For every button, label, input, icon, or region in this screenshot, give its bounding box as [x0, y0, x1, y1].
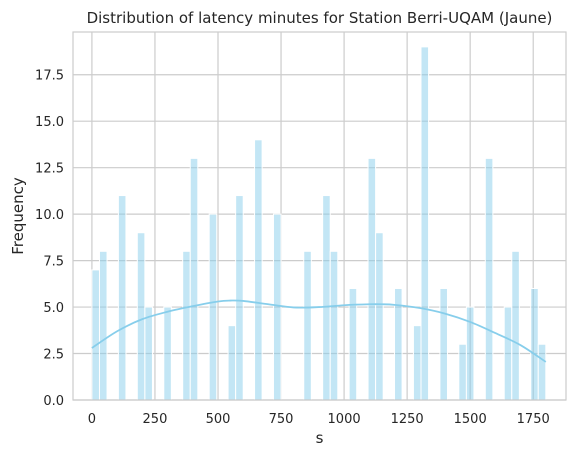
histogram-bar	[144, 306, 153, 401]
histogram-bar	[530, 287, 539, 401]
y-tick-label: 12.5	[35, 162, 64, 177]
y-tick-label: 0.0	[43, 394, 64, 409]
y-tick-label: 5.0	[43, 301, 64, 316]
histogram-bar	[98, 250, 108, 401]
histogram-bar	[484, 157, 494, 401]
histogram-bar	[136, 232, 146, 401]
x-tick-label: 500	[206, 412, 231, 427]
histogram-bar	[367, 157, 377, 401]
histogram-bar	[91, 269, 100, 401]
y-tick-label: 2.5	[43, 348, 64, 363]
histogram-bar	[537, 343, 547, 401]
histogram-bar	[182, 250, 191, 401]
x-tick-label: 0	[88, 412, 96, 427]
histogram-bar	[439, 287, 448, 401]
chart-title: Distribution of latency minutes for Stat…	[87, 9, 553, 27]
x-tick-label: 1500	[454, 412, 487, 427]
y-tick-label: 7.5	[43, 255, 64, 270]
histogram-bar	[322, 195, 331, 401]
x-axis-ticks: 0 250 500 750 1000 1250 1500 1750	[88, 412, 550, 427]
histogram-bar	[235, 195, 244, 401]
x-tick-label: 750	[269, 412, 294, 427]
x-tick-label: 250	[143, 412, 168, 427]
y-tick-label: 15.0	[35, 115, 64, 130]
y-axis-title: Frequency	[9, 177, 27, 255]
x-tick-label: 1000	[328, 412, 361, 427]
histogram-bar	[503, 306, 513, 401]
histogram-bar	[189, 157, 199, 401]
x-tick-label: 1750	[517, 412, 550, 427]
histogram-bars	[91, 46, 547, 401]
grid	[73, 32, 566, 401]
kde-curve	[91, 299, 547, 363]
x-tick-label: 1250	[391, 412, 424, 427]
y-axis-ticks: 0.0 2.5 5.0 7.5 10.0 12.5 15.0 17.5	[35, 69, 64, 409]
histogram-bar	[511, 250, 520, 401]
histogram-bar	[163, 306, 172, 401]
y-tick-label: 10.0	[35, 208, 64, 223]
histogram-bar	[329, 250, 339, 401]
histogram-bar	[412, 325, 422, 401]
histogram-bar	[375, 232, 384, 401]
histogram-bar	[117, 195, 127, 401]
histogram-bar	[208, 213, 218, 401]
histogram-bar	[272, 213, 282, 401]
x-axis-title: s	[316, 429, 324, 447]
histogram-bar	[303, 250, 312, 401]
histogram-bar	[254, 139, 263, 401]
histogram-bar	[227, 325, 237, 401]
histogram-bar	[458, 343, 467, 401]
y-tick-label: 17.5	[35, 69, 64, 84]
histogram-bar	[420, 46, 430, 401]
plot-frame	[72, 31, 567, 401]
